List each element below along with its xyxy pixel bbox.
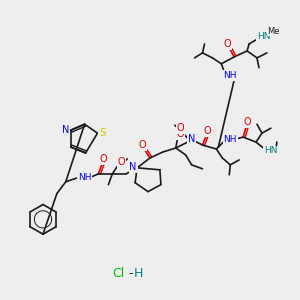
Text: NH: NH bbox=[224, 71, 237, 80]
Text: O: O bbox=[243, 117, 251, 127]
Text: O: O bbox=[100, 154, 107, 164]
Text: O: O bbox=[177, 123, 184, 133]
Text: O: O bbox=[138, 140, 146, 150]
Text: O: O bbox=[118, 157, 125, 167]
Text: NH: NH bbox=[224, 135, 237, 144]
Text: N: N bbox=[130, 162, 137, 172]
Text: S: S bbox=[99, 128, 106, 138]
Text: Cl: Cl bbox=[112, 267, 124, 280]
Text: NH: NH bbox=[78, 173, 92, 182]
Text: N: N bbox=[188, 134, 195, 144]
Text: Me: Me bbox=[268, 27, 280, 36]
Text: HN: HN bbox=[257, 32, 271, 40]
Text: H: H bbox=[134, 267, 143, 280]
Text: O: O bbox=[177, 129, 184, 139]
Text: HN: HN bbox=[264, 146, 278, 155]
Text: O: O bbox=[204, 126, 211, 136]
Text: -: - bbox=[128, 267, 132, 280]
Text: N: N bbox=[62, 125, 70, 135]
Text: O: O bbox=[224, 39, 231, 49]
